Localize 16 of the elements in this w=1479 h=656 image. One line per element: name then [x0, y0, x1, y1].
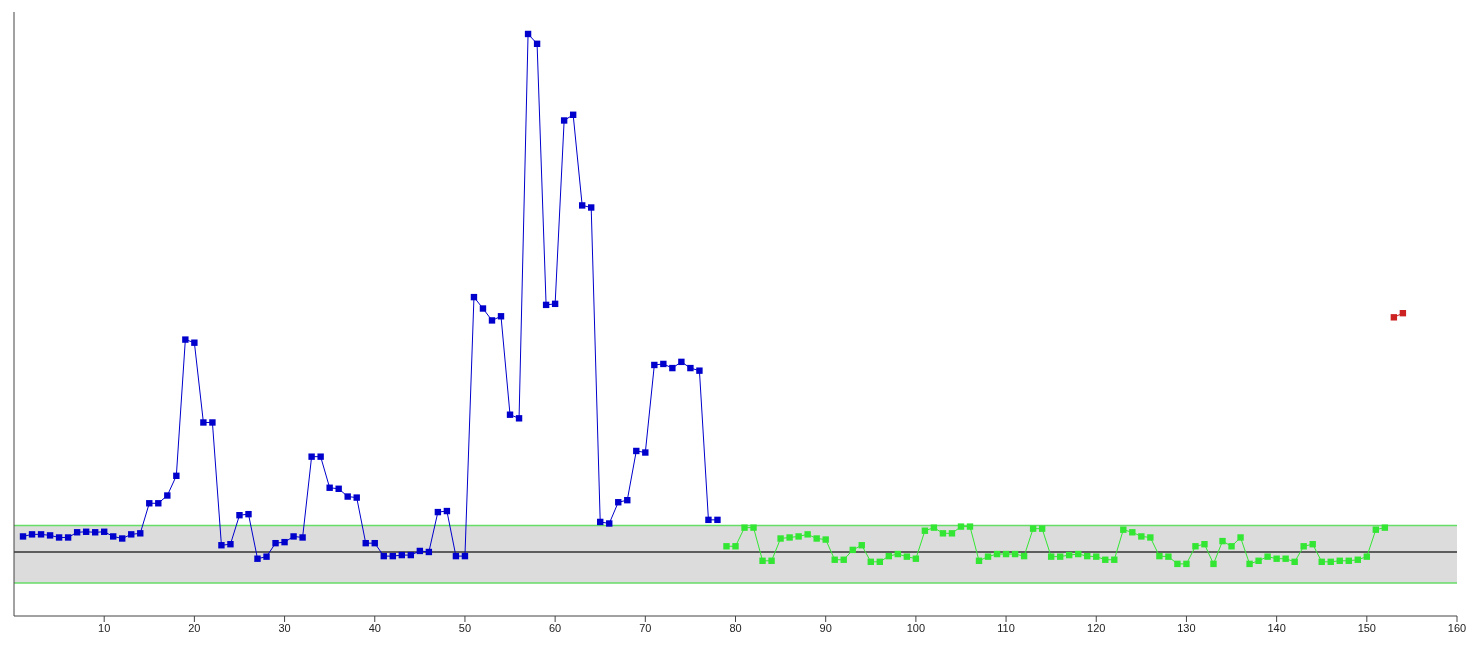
x-tick-label: 30 — [278, 621, 291, 634]
x-tick-label: 140 — [1267, 621, 1286, 634]
x-tick-label: 160 — [1447, 621, 1467, 634]
x-tick-label: 110 — [997, 621, 1015, 634]
x-tick-label: 50 — [458, 621, 472, 634]
x-tick-label: 150 — [1357, 621, 1376, 634]
x-tick-label: 10 — [98, 621, 111, 634]
x-tick-label: 90 — [819, 621, 832, 634]
x-tick-label: 130 — [1177, 621, 1196, 634]
x-tick-label: 120 — [1087, 621, 1106, 634]
x-tick-label: 70 — [639, 621, 652, 634]
x-tick-label: 100 — [906, 621, 926, 634]
x-tick-label: 60 — [549, 621, 562, 634]
x-tick-label: 40 — [368, 621, 381, 634]
x-tick-label: 80 — [729, 621, 742, 634]
x-tick-label: 20 — [188, 621, 201, 634]
